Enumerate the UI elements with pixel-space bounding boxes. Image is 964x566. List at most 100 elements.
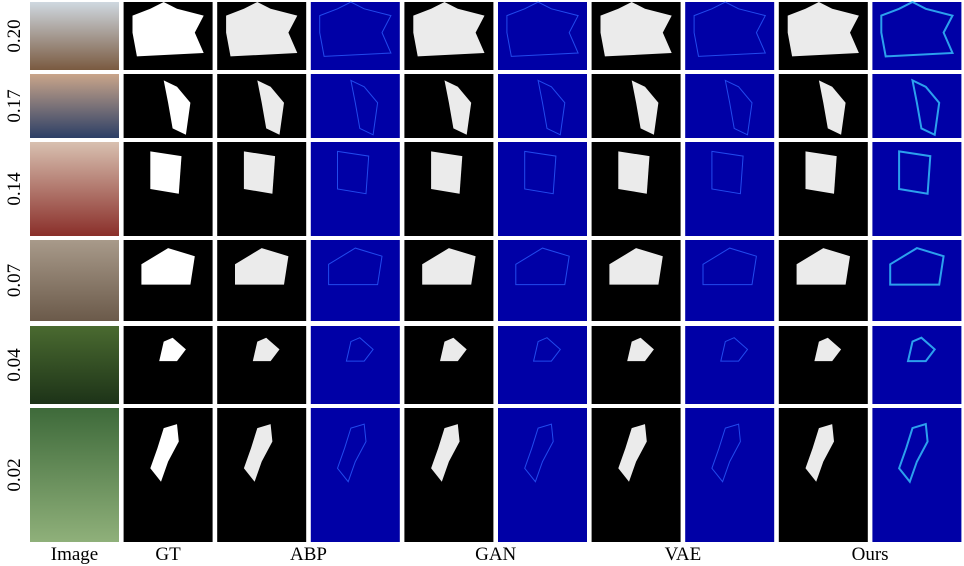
photo [30,408,119,542]
row-label: 0.17 [4,89,25,122]
uncertainty-bg [498,74,587,138]
cell [872,408,961,542]
cell [217,2,306,70]
mask-shape [806,151,837,193]
cell [685,74,774,138]
uncertainty-bg [498,240,587,321]
cell [872,142,961,236]
cell [498,2,587,70]
cell [124,326,213,404]
cell [872,74,961,138]
cell [404,408,493,542]
cell [311,326,400,404]
row-label: 0.20 [4,19,25,52]
uncertainty-bg [498,326,587,404]
uncertainty-bg [872,240,961,321]
cell [217,408,306,542]
uncertainty-bg [685,240,774,321]
column-label: Ours [852,544,889,565]
cell [30,240,119,321]
uncertainty-bg [498,408,587,542]
cell [779,74,868,138]
uncertainty-bg [311,326,400,404]
uncertainty-bg [685,408,774,542]
uncertainty-bg [685,74,774,138]
cell [872,2,961,70]
cell [592,326,681,404]
cell [779,2,868,70]
cell [685,240,774,321]
cell [498,240,587,321]
uncertainty-bg [685,2,774,70]
cell [779,142,868,236]
cell [124,240,213,321]
cell [311,142,400,236]
cell [30,2,119,70]
cell [592,240,681,321]
column-label: VAE [665,544,702,565]
row-label: 0.02 [4,458,25,491]
cell [685,408,774,542]
uncertainty-bg [872,408,961,542]
cell [404,240,493,321]
row-label: 0.04 [4,348,25,382]
cell [311,74,400,138]
cell [404,142,493,236]
uncertainty-bg [872,142,961,236]
mask-shape [618,151,649,193]
cell [779,326,868,404]
cell [685,142,774,236]
cell [124,408,213,542]
uncertainty-bg [311,142,400,236]
column-label: Image [51,544,98,565]
column-label: GT [155,544,181,565]
cell [30,74,119,138]
mask-bg [124,326,213,404]
mask-shape [431,151,462,193]
cell [124,74,213,138]
cell [685,2,774,70]
uncertainty-bg [498,142,587,236]
photo [30,2,119,70]
cell [872,240,961,321]
mask-bg [404,326,493,404]
mask-shape [150,151,181,193]
photo [30,240,119,321]
uncertainty-bg [872,326,961,404]
cell [872,326,961,404]
cell [498,326,587,404]
uncertainty-bg [685,326,774,404]
mask-bg [779,326,868,404]
cell [498,408,587,542]
uncertainty-bg [311,240,400,321]
cell [30,326,119,404]
cell [311,408,400,542]
cell [779,240,868,321]
row-label: 0.07 [4,264,25,297]
uncertainty-bg [498,2,587,70]
row-label: 0.14 [4,172,25,206]
cell [404,74,493,138]
uncertainty-bg [311,2,400,70]
uncertainty-bg [872,2,961,70]
cell [30,408,119,542]
cell [30,142,119,236]
cell [217,240,306,321]
cell [498,142,587,236]
column-label: ABP [290,544,327,565]
cell [217,142,306,236]
cell [217,74,306,138]
cell [404,2,493,70]
mask-bg [217,326,306,404]
mask-bg [592,326,681,404]
cell [779,408,868,542]
column-label: GAN [475,544,516,565]
cell [311,240,400,321]
uncertainty-bg [311,74,400,138]
cell [124,2,213,70]
photo [30,142,119,236]
cell [124,142,213,236]
cell [592,142,681,236]
cell [592,74,681,138]
uncertainty-bg [311,408,400,542]
